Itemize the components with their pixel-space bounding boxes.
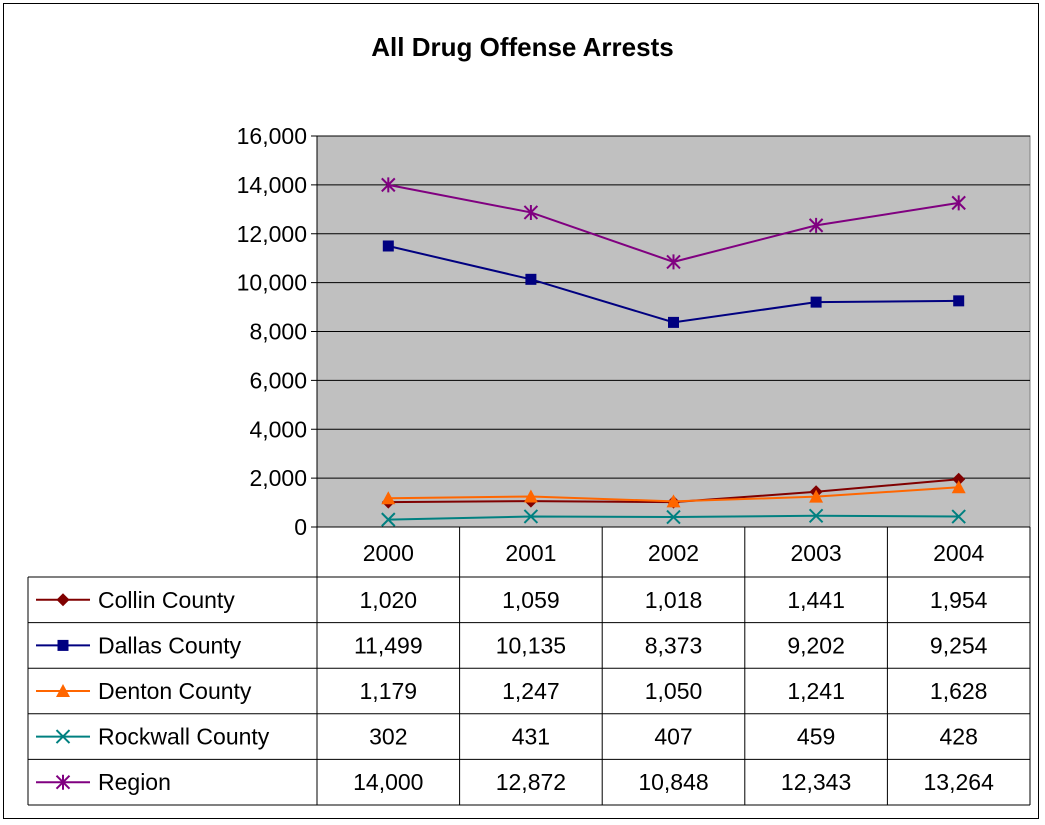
data-point [808,508,824,523]
data-point [809,489,824,503]
table-cell-value: 9,254 [930,632,988,658]
y-tick-label: 14,000 [237,172,307,198]
table-cell-value: 10,135 [496,632,566,658]
table-cell-value: 1,179 [360,678,418,704]
y-tick-label: 12,000 [237,221,307,247]
data-point [668,316,679,328]
data-point [381,491,396,505]
table-cell-value: 14,000 [353,769,423,795]
legend-key-marker [56,593,70,607]
data-point [523,509,539,524]
category-label: 2004 [933,540,984,566]
table-cell-value: 11,499 [354,632,423,658]
y-tick-label: 2,000 [249,465,307,491]
y-tick-label: 4,000 [249,416,307,442]
y-tick-label: 6,000 [249,367,307,393]
data-point [381,512,396,527]
table-cell-value: 1,954 [930,587,988,613]
y-tick-label: 8,000 [249,319,307,345]
table-cell-value: 12,343 [781,769,851,795]
data-point [523,204,539,220]
table-cell-value: 12,872 [496,769,566,795]
legend-key-marker [55,774,71,790]
category-label: 2000 [363,540,414,566]
data-point [666,254,681,270]
y-tick-label: 16,000 [237,123,307,149]
table-cell-value: 13,264 [924,769,995,795]
chart-title: All Drug Offense Arrests [371,32,674,62]
data-point [381,177,396,193]
table-cell-value: 459 [797,724,835,750]
table-cell-value: 1,247 [502,678,560,704]
category-label: 2003 [791,540,842,566]
data-point [951,480,966,494]
legend-label: Region [98,769,171,795]
data-point [953,295,965,307]
y-tick-label: 10,000 [237,270,307,296]
table-cell-value: 407 [654,724,692,750]
data-point [523,489,538,503]
legend-key-marker [57,639,69,651]
data-point [666,494,681,508]
data-point [382,240,394,252]
table-cell-value: 9,202 [787,632,845,658]
table-cell-value: 1,018 [645,587,703,613]
data-point [810,296,822,308]
table-cell-value: 1,441 [787,587,845,613]
legend-label: Dallas County [98,632,242,658]
legend-label: Rockwall County [98,724,270,750]
data-point [808,217,824,233]
legend-label: Denton County [98,678,252,704]
legend-label: Collin County [98,587,235,613]
table-cell-value: 431 [512,724,550,750]
y-tick-label: 0 [294,514,307,540]
table-cell-value: 428 [940,724,978,750]
table-cell-value: 1,241 [787,678,845,704]
data-point [952,472,966,486]
legend-key-marker [56,684,70,697]
category-label: 2002 [648,540,699,566]
data-point [951,509,966,524]
table-cell-value: 302 [369,724,407,750]
data-point [951,195,966,211]
table-cell-value: 8,373 [645,632,703,658]
data-point [666,509,681,525]
table-cell-value: 10,848 [638,769,708,795]
table-cell-value: 1,050 [645,678,703,704]
legend-key-marker [55,729,71,744]
table-cell-value: 1,628 [930,678,988,704]
data-point [525,273,537,285]
table-cell-value: 1,020 [360,587,418,613]
table-cell-value: 1,059 [502,587,560,613]
category-label: 2001 [505,540,556,566]
